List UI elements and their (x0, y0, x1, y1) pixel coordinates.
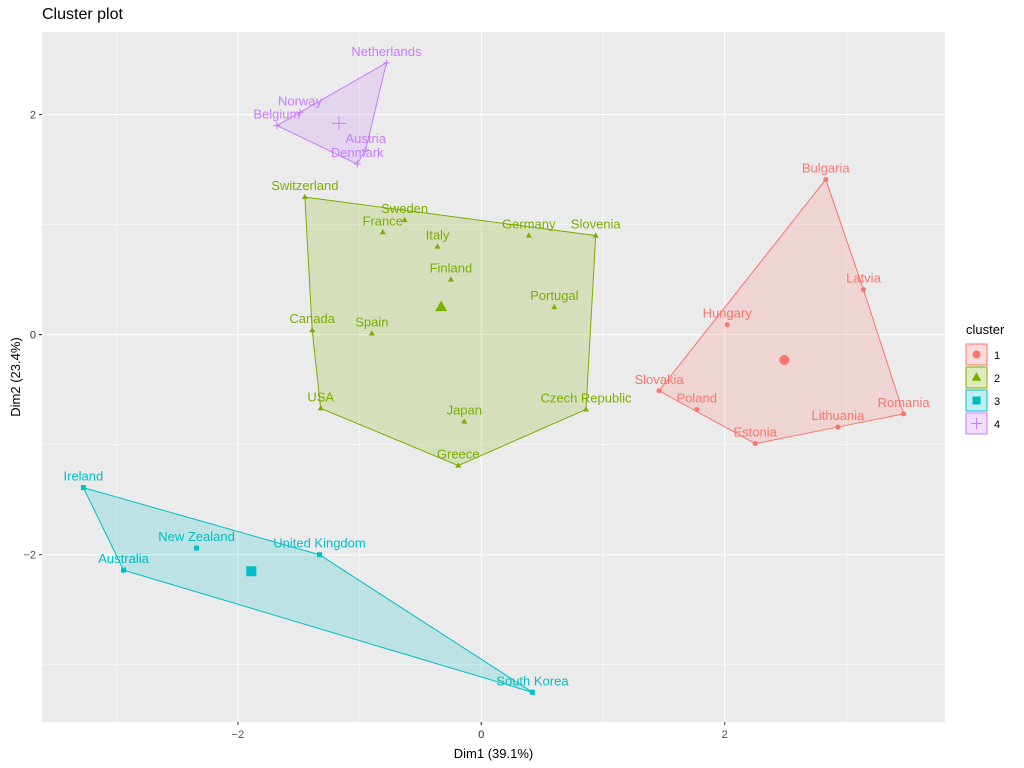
y-tick-label: 2 (30, 110, 36, 122)
legend-symbol (972, 350, 981, 359)
x-tick-label: 0 (478, 729, 484, 741)
data-point (835, 424, 841, 430)
x-tick-label: −2 (232, 729, 245, 741)
legend-title: cluster (966, 322, 1005, 337)
y-axis-label: Dim2 (23.4%) (8, 337, 23, 416)
x-tick-label: 0 (478, 729, 484, 741)
cluster-center (779, 354, 790, 365)
point-label: Sweden (381, 201, 428, 216)
y-tick-label: 0 (30, 330, 36, 342)
data-point (309, 326, 316, 333)
point-label: Germany (502, 217, 556, 232)
point-label: Canada (289, 311, 335, 326)
cluster-center (246, 566, 257, 577)
data-point (592, 232, 599, 238)
data-point (362, 146, 370, 154)
legend-symbol (970, 417, 983, 430)
point-label: Bulgaria (802, 160, 850, 175)
data-point (461, 418, 468, 424)
data-point (316, 552, 322, 558)
point-label: Netherlands (351, 44, 422, 59)
point-label: Finland (430, 261, 473, 276)
legend-label: 4 (994, 419, 1000, 431)
data-point (525, 232, 532, 238)
data-point (724, 322, 730, 328)
point-label: Italy (426, 228, 450, 243)
data-point (455, 462, 462, 468)
point-label: Slovakia (634, 372, 684, 387)
point-label: Norway (278, 93, 323, 108)
data-point (121, 567, 127, 573)
data-point (694, 406, 700, 412)
y-tick-label: −2 (23, 550, 36, 562)
data-point (901, 411, 907, 417)
data-point (194, 545, 200, 551)
data-point (273, 122, 281, 130)
point-label: Japan (447, 403, 482, 418)
point-label: Denmark (331, 145, 384, 160)
point-label: Ireland (64, 469, 104, 484)
point-label: New Zealand (158, 529, 235, 544)
data-point (382, 59, 390, 67)
point-label: South Korea (496, 673, 569, 688)
point-label: Spain (355, 315, 388, 330)
data-point (752, 441, 758, 447)
point-label: Czech Republic (540, 390, 632, 405)
data-point (379, 229, 386, 235)
data-point (823, 176, 829, 182)
cluster-center (331, 116, 346, 131)
y-tick-label: 0 (30, 330, 36, 342)
legend-label: 2 (994, 373, 1000, 385)
legend-label: 1 (994, 350, 1000, 362)
chart-title: Cluster plot (42, 6, 123, 23)
cluster-center (435, 300, 448, 312)
data-point (301, 193, 308, 200)
point-label: Poland (676, 390, 716, 405)
legend-symbol (971, 372, 982, 381)
data-point (80, 485, 86, 491)
data-point (401, 216, 408, 223)
data-point (529, 689, 535, 695)
data-point (551, 303, 558, 310)
point-label: Hungary (703, 306, 753, 321)
point-label: Estonia (733, 425, 777, 440)
data-point (317, 405, 324, 411)
data-point (296, 108, 304, 116)
x-axis-label: Dim1 (39.1%) (454, 746, 533, 761)
data-point (582, 406, 589, 412)
legend-symbol (972, 396, 981, 405)
point-label: Portugal (530, 288, 579, 303)
data-point (860, 287, 866, 293)
point-label: Greece (437, 447, 480, 462)
point-label: Austria (345, 131, 386, 146)
point-label: France (363, 213, 403, 228)
x-tick-label: 2 (722, 729, 728, 741)
point-label: Latvia (846, 271, 881, 286)
legend-label: 3 (994, 396, 1000, 408)
data-point (353, 160, 361, 168)
point-label: Romania (878, 395, 931, 410)
point-label: Belgium (253, 107, 300, 122)
data-point (434, 243, 441, 249)
point-label: United Kingdom (273, 536, 366, 551)
point-label: Lithuania (812, 408, 866, 423)
point-label: Australia (98, 551, 149, 566)
point-label: Switzerland (271, 178, 338, 193)
data-point (447, 276, 454, 282)
point-label: USA (307, 389, 334, 404)
data-point (368, 330, 375, 336)
data-point (656, 388, 662, 394)
plot-panel (42, 32, 945, 722)
point-label: Slovenia (571, 217, 622, 232)
